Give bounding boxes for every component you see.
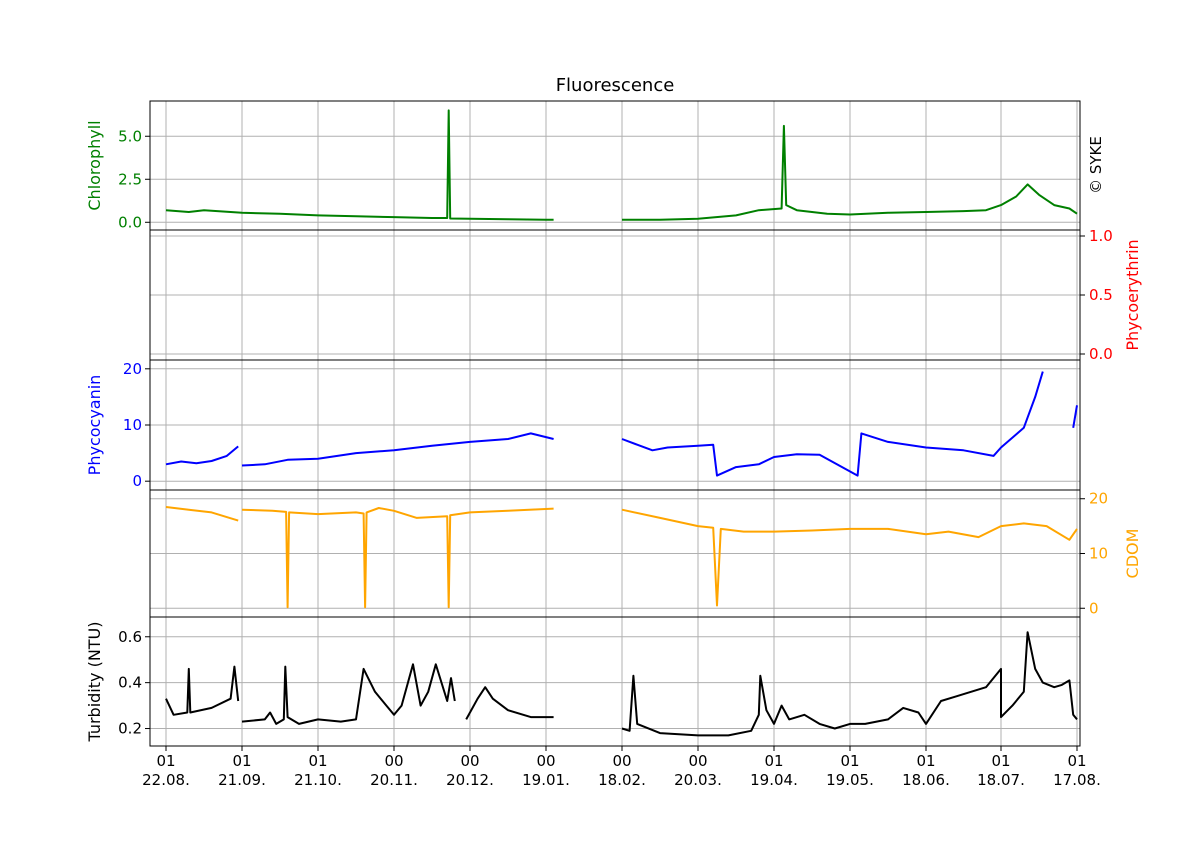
x-tick-label-bottom: 19.01. [522, 771, 570, 789]
y-tick-label: 10 [123, 416, 142, 434]
y-tick-label: 0.0 [118, 213, 142, 231]
series-line-turbidity-2 [465, 686, 554, 720]
x-tick-label-top: 01 [764, 752, 783, 770]
y-tick-label: 5.0 [118, 127, 142, 145]
panel-frame-turbidity [149, 616, 1081, 747]
y-tick-label: 0 [1089, 599, 1099, 617]
x-tick-label-bottom: 19.05. [826, 771, 874, 789]
y-tick-label: 10 [1089, 545, 1108, 563]
x-tick-label-top: 01 [840, 752, 859, 770]
y-tick-label: 1.0 [1089, 227, 1113, 245]
x-tick-label-bottom: 20.11. [370, 771, 418, 789]
y-tick-label: 0 [132, 472, 142, 490]
x-tick-label-bottom: 22.08. [142, 771, 190, 789]
y-tick-label: 0.5 [1089, 286, 1113, 304]
x-tick-label-bottom: 19.04. [750, 771, 798, 789]
series-line-cdom-2 [621, 508, 1078, 607]
y-tick-label: 20 [1089, 490, 1108, 508]
x-tick-label-bottom: 21.10. [294, 771, 342, 789]
x-tick-label-bottom: 18.06. [902, 771, 950, 789]
x-tick-label-bottom: 21.09. [218, 771, 266, 789]
y-tick-label: 0.4 [118, 674, 142, 692]
panels-group: 0.0 2.5 5.0 Chlorophyll 0.0 0.5 1.0 Phycoerythr… [85, 100, 1142, 747]
x-tick-label-bottom: 18.07. [977, 771, 1025, 789]
x-tick-label-top: 01 [308, 752, 327, 770]
y-axis-label-cdom: CDOM [1123, 529, 1142, 579]
series-line-cdom-0 [165, 506, 239, 522]
panel-frame-chlorophyll [149, 100, 1081, 231]
x-tick-label-top: 01 [991, 752, 1010, 770]
series-line-phycocyanin-0 [165, 445, 239, 466]
x-tick-label-top: 01 [156, 752, 175, 770]
y-axis-label-turbidity: Turbidity (NTU) [85, 621, 104, 742]
chart-title: Fluorescence [556, 75, 675, 96]
y-tick-label: 2.5 [118, 170, 142, 188]
series-line-turbidity-1 [241, 663, 456, 725]
x-axis: 0122.08.0121.09.0121.10.0020.11.0020.12.… [142, 746, 1101, 789]
series-line-chlorophyll-1 [622, 124, 1078, 221]
x-tick-label-bottom: 20.12. [446, 771, 494, 789]
y-tick-label: 20 [123, 360, 142, 378]
x-tick-label-top: 01 [1067, 752, 1086, 770]
series-line-chlorophyll-0 [165, 109, 554, 221]
x-tick-label-top: 00 [384, 752, 403, 770]
x-tick-label-top: 00 [688, 752, 707, 770]
x-tick-label-top: 00 [612, 752, 631, 770]
x-tick-label-bottom: 18.02. [598, 771, 646, 789]
series-line-phycocyanin-2 [621, 371, 1044, 477]
y-axis-label-chlorophyll: Chlorophyll [85, 120, 104, 210]
x-tick-label-top: 01 [916, 752, 935, 770]
x-tick-label-bottom: 20.03. [674, 771, 722, 789]
copyright-label: © SYKE [1087, 136, 1105, 194]
y-axis-label-phycoerythrin: Phycoerythrin [1123, 239, 1142, 350]
series-line-phycocyanin-3 [1072, 405, 1078, 428]
x-tick-label-top: 00 [460, 752, 479, 770]
series-line-turbidity-0 [165, 665, 240, 716]
y-axis-label-phycocyanin: Phycocyanin [85, 375, 104, 476]
y-tick-label: 0.0 [1089, 345, 1113, 363]
series-line-cdom-1 [241, 507, 554, 609]
x-tick-label-bottom: 17.08. [1053, 771, 1101, 789]
x-tick-label-top: 01 [232, 752, 251, 770]
y-tick-label: 0.2 [118, 720, 142, 738]
series-line-phycocyanin-1 [241, 432, 554, 467]
x-tick-label-top: 00 [536, 752, 555, 770]
series-line-turbidity-3 [621, 631, 1078, 737]
y-tick-label: 0.6 [118, 628, 142, 646]
